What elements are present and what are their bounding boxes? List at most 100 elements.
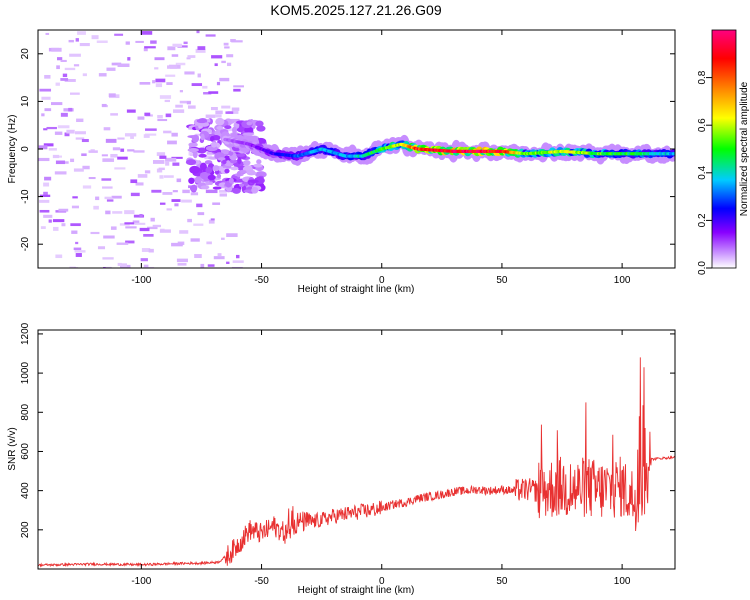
spectrogram-speckle bbox=[75, 137, 85, 140]
spectrogram-speckle bbox=[224, 46, 230, 49]
spectrogram-speckle bbox=[39, 199, 50, 203]
spectrogram-speckle bbox=[73, 64, 80, 67]
spectrogram-speckle bbox=[58, 155, 62, 158]
colorbar-tick-label: 0.4 bbox=[697, 165, 708, 179]
spectrogram-speckle bbox=[105, 138, 117, 143]
spectrogram-cluster-blob bbox=[194, 176, 202, 184]
spectrogram-speckle bbox=[144, 170, 151, 174]
spectrogram-speckle bbox=[175, 104, 183, 108]
spectrogram-speckle bbox=[181, 199, 192, 203]
spectrogram-speckle bbox=[132, 220, 140, 225]
spectrogram-cluster-blob bbox=[211, 142, 217, 148]
spectrogram-speckle bbox=[43, 128, 48, 131]
spectrogram-speckle bbox=[114, 167, 126, 170]
spectrogram-speckle bbox=[57, 125, 70, 129]
spectrogram-speckle bbox=[104, 196, 113, 200]
spectrogram-speckle bbox=[102, 186, 113, 189]
spectrogram-speckle bbox=[232, 260, 244, 263]
spectrogram-speckle bbox=[75, 241, 79, 245]
spectrogram-speckle bbox=[172, 190, 178, 193]
spectrogram-speckle bbox=[190, 192, 199, 196]
spectrogram-cluster-blob bbox=[236, 171, 241, 178]
spectrogram-speckle bbox=[143, 266, 155, 268]
spectrogram-speckle bbox=[231, 266, 243, 268]
spectrogram-speckle bbox=[226, 62, 232, 67]
spectrogram-speckle bbox=[234, 178, 244, 183]
spectrogram-speckle bbox=[57, 57, 63, 61]
spectrogram-cluster-blob bbox=[209, 135, 215, 142]
spectrogram-cluster-blob bbox=[232, 187, 241, 194]
spectrogram-speckle bbox=[163, 130, 172, 134]
spectrogram-speckle bbox=[187, 105, 196, 109]
spectrogram-speckle bbox=[70, 158, 75, 163]
spectrogram-speckle bbox=[190, 238, 200, 242]
spectrogram-speckle bbox=[81, 138, 89, 143]
spectrogram-speckle bbox=[56, 65, 60, 70]
spectrogram-speckle bbox=[184, 71, 195, 75]
spectrogram-speckle bbox=[231, 40, 243, 43]
spectrogram-speckle bbox=[52, 219, 65, 223]
spectrogram-speckle bbox=[152, 80, 156, 84]
spectrogram-cluster-blob bbox=[246, 121, 253, 126]
spectrogram-speckle bbox=[165, 74, 176, 77]
spectrogram-speckle bbox=[43, 143, 54, 147]
spectrogram-cluster-blob bbox=[205, 166, 213, 174]
spectrogram-y-tick-label: -20 bbox=[20, 237, 31, 252]
spectrogram-y-tick-label: 10 bbox=[20, 95, 31, 107]
spectrogram-speckle bbox=[171, 156, 183, 159]
spectrogram-x-label: Height of straight line (km) bbox=[298, 284, 415, 295]
spectrogram-speckle bbox=[200, 263, 205, 268]
spectrogram-speckle bbox=[137, 174, 148, 178]
spectrogram-speckle bbox=[134, 222, 146, 225]
spectrogram-cluster-blob bbox=[232, 126, 237, 134]
spectrogram-speckle bbox=[46, 126, 57, 130]
spectrogram-speckle bbox=[68, 39, 74, 43]
spectrogram-speckle bbox=[130, 192, 140, 197]
spectrogram-speckle bbox=[165, 157, 177, 162]
spectrogram-speckle bbox=[135, 182, 144, 186]
spectrogram-speckle bbox=[124, 222, 134, 225]
snr-panel: -100 -50 0 50 100 200 400 600 800 1000 1200 Heigh… bbox=[7, 322, 676, 596]
spectrogram-cluster-blob bbox=[199, 162, 207, 171]
spectrogram-speckle bbox=[64, 79, 76, 82]
spectrogram-speckle bbox=[226, 261, 230, 264]
spectrogram-cluster-blob bbox=[251, 186, 259, 194]
spectrogram-speckle bbox=[45, 32, 50, 35]
snr-x-tick-label: -100 bbox=[131, 576, 151, 587]
spectrogram-speckle bbox=[133, 150, 145, 153]
spectrogram-speckle bbox=[95, 196, 100, 201]
spectrogram-cluster-blob bbox=[229, 159, 238, 164]
spectrogram-speckle bbox=[165, 113, 172, 118]
spectrogram-speckle bbox=[225, 111, 234, 114]
spectrogram-cluster-blob bbox=[236, 153, 246, 157]
spectrogram-speckle bbox=[111, 195, 122, 199]
spectrogram-speckle bbox=[43, 214, 53, 218]
spectrogram-cluster-blob bbox=[256, 159, 262, 165]
spectrogram-speckle bbox=[41, 96, 51, 100]
spectrogram-speckle bbox=[88, 150, 98, 153]
spectrogram-cluster-blob bbox=[200, 133, 205, 141]
spectrogram-speckle bbox=[102, 257, 114, 260]
spectrogram-speckle bbox=[171, 132, 178, 137]
spectrogram-speckle bbox=[55, 254, 63, 259]
spectrogram-cluster-blob bbox=[253, 163, 263, 168]
spectrogram-speckle bbox=[226, 233, 238, 238]
spectrogram-cluster-blob bbox=[198, 121, 210, 127]
spectrogram-speckle bbox=[140, 258, 148, 262]
spectrogram-speckle bbox=[172, 43, 182, 47]
spectrogram-x-tick-label: -100 bbox=[131, 275, 151, 286]
spectrogram-speckle bbox=[139, 213, 143, 218]
spectrogram-speckle bbox=[166, 208, 172, 211]
spectrogram-speckle bbox=[197, 46, 206, 50]
spectrogram-x-tick-label: 100 bbox=[614, 275, 631, 286]
spectrogram-speckle bbox=[194, 254, 202, 259]
spectrogram-ridge-core bbox=[671, 152, 675, 156]
spectrogram-speckle bbox=[110, 226, 117, 230]
spectrogram-speckle bbox=[187, 218, 192, 223]
spectrogram-speckle bbox=[205, 189, 218, 194]
spectrogram-speckle bbox=[167, 140, 177, 145]
spectrogram-cluster-blob bbox=[215, 117, 225, 126]
spectrogram-speckle bbox=[163, 175, 174, 178]
